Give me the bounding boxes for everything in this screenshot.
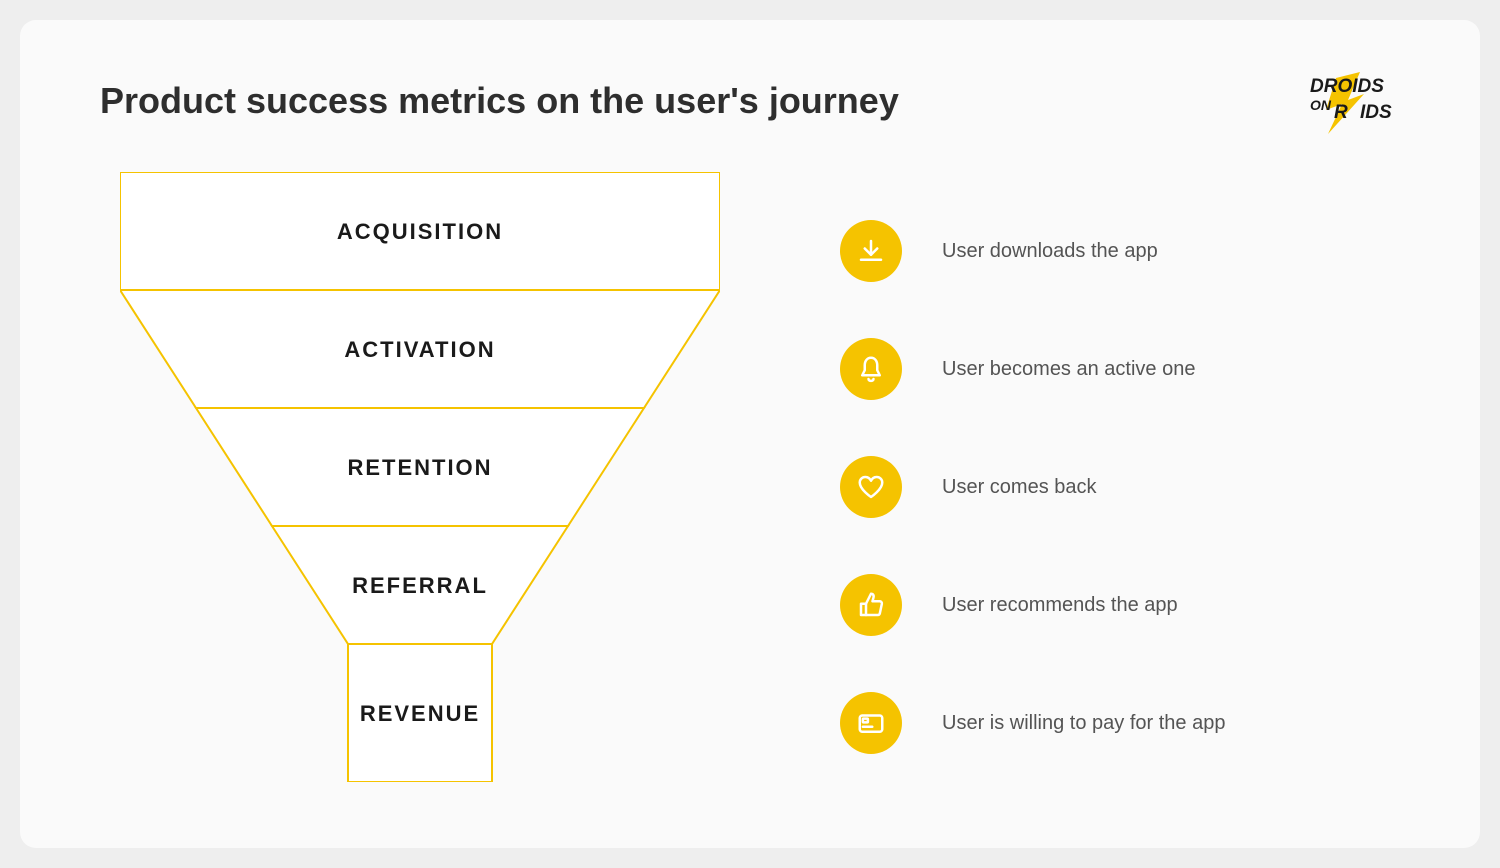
download-icon bbox=[840, 220, 902, 282]
legend-row-bell: User becomes an active one bbox=[840, 310, 1400, 428]
legend-text: User comes back bbox=[942, 476, 1097, 499]
legend-text: User recommends the app bbox=[942, 594, 1178, 617]
legend-text: User becomes an active one bbox=[942, 358, 1195, 381]
legend-row-heart: User comes back bbox=[840, 428, 1400, 546]
card-icon bbox=[840, 692, 902, 754]
funnel-label-retention: RETENTION bbox=[120, 455, 720, 481]
legend-text: User downloads the app bbox=[942, 240, 1158, 263]
legend-text: User is willing to pay for the app bbox=[942, 712, 1225, 735]
funnel-label-activation: ACTIVATION bbox=[120, 337, 720, 363]
funnel-label-revenue: REVENUE bbox=[120, 701, 720, 727]
thumbs-up-icon bbox=[840, 574, 902, 636]
funnel-label-referral: REFERRAL bbox=[120, 573, 720, 599]
brand-logo: DROIDS ON R IDS bbox=[1290, 70, 1410, 135]
legend: User downloads the app User becomes an ac… bbox=[840, 192, 1400, 782]
logo-svg: DROIDS ON R IDS bbox=[1290, 70, 1410, 135]
content-row: ACQUISITION ACTIVATION RETENTION REFERRAL RE… bbox=[100, 172, 1400, 782]
funnel-label-acquisition: ACQUISITION bbox=[120, 219, 720, 245]
page-title: Product success metrics on the user's jo… bbox=[100, 80, 1400, 122]
heart-icon bbox=[840, 456, 902, 518]
svg-text:ON: ON bbox=[1310, 97, 1332, 113]
infographic-card: Product success metrics on the user's jo… bbox=[20, 20, 1480, 848]
legend-row-thumbs-up: User recommends the app bbox=[840, 546, 1400, 664]
legend-row-card: User is willing to pay for the app bbox=[840, 664, 1400, 782]
legend-row-download: User downloads the app bbox=[840, 192, 1400, 310]
bell-icon bbox=[840, 338, 902, 400]
svg-text:DROIDS: DROIDS bbox=[1310, 76, 1384, 97]
svg-text:R: R bbox=[1334, 102, 1348, 123]
funnel-diagram: ACQUISITION ACTIVATION RETENTION REFERRAL RE… bbox=[120, 172, 720, 782]
svg-text:IDS: IDS bbox=[1360, 102, 1392, 123]
